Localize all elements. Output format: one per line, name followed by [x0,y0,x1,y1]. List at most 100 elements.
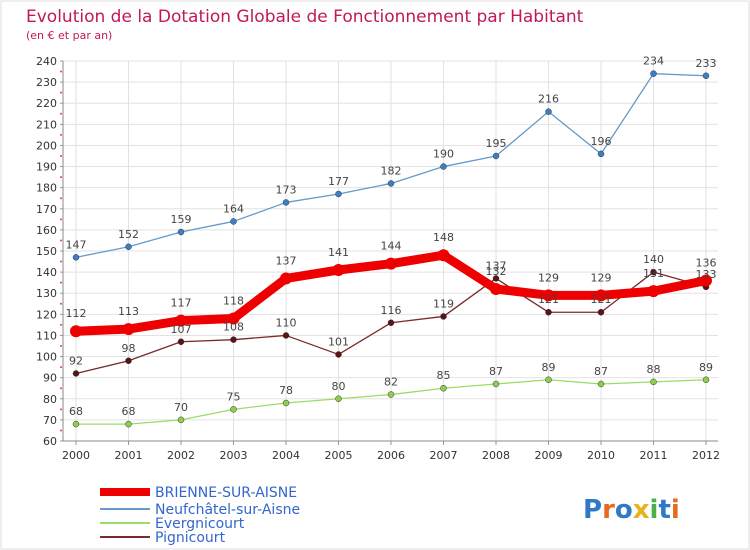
data-label: 89 [542,361,556,374]
data-label: 137 [276,254,297,267]
logo-letter: i [671,495,680,525]
data-label: 80 [332,380,346,393]
y-tick-label: 240 [36,55,57,68]
y-tick-label: 60 [43,435,57,448]
y-minor-tick [60,218,62,221]
legend: BRIENNE-SUR-AISNENeufchâtel-sur-AisneEve… [100,485,300,546]
y-minor-tick [60,112,62,115]
data-label: 78 [279,384,293,397]
series-point-3 [335,351,342,358]
chart-title: Evolution de la Dotation Globale de Fonc… [26,7,584,27]
data-label: 119 [433,297,454,310]
data-label: 121 [591,293,612,306]
series-point-2 [597,380,605,388]
x-tick-label: 2011 [640,449,668,462]
data-label: 85 [437,369,451,382]
series-point-1 [230,218,237,225]
x-tick-label: 2009 [535,449,563,462]
proxiti-logo: Proxiti [583,495,680,525]
series-point-1 [125,243,132,251]
y-minor-tick [60,239,62,242]
data-label: 136 [696,257,717,270]
data-label: 129 [591,271,612,284]
data-label: 82 [384,376,398,389]
data-label: 118 [223,295,244,308]
series-point-1 [72,254,80,261]
data-label: 182 [381,164,402,177]
series-point-0 [280,272,292,285]
y-tick-label: 200 [36,139,57,152]
data-label: 98 [122,342,136,355]
data-label: 112 [66,307,87,320]
series-point-1 [545,108,552,115]
data-label: 140 [643,253,664,266]
data-label: 147 [66,238,87,251]
series-point-3 [230,336,237,343]
series-point-3 [545,308,552,316]
series-point-1 [440,163,447,170]
series-point-1 [177,228,185,236]
y-minor-tick [60,429,62,432]
series-point-0 [70,325,82,338]
y-tick-label: 130 [36,287,57,300]
data-label: 164 [223,202,244,215]
data-label: 68 [122,405,136,418]
series-point-1 [335,190,342,198]
data-label: 101 [328,335,349,348]
data-label: 113 [118,305,139,318]
series-point-0 [437,249,450,262]
data-label: 116 [381,304,402,317]
y-tick-label: 220 [36,97,57,110]
series-point-1 [702,72,710,80]
series-point-0 [542,289,555,302]
series-point-3 [650,268,657,276]
y-tick-label: 120 [36,308,57,321]
x-tick-label: 2012 [692,449,720,462]
logo-letter: i [650,495,659,525]
data-label: 87 [594,365,608,378]
series-point-3 [125,357,132,365]
data-label: 129 [538,271,559,284]
series-point-2 [335,395,342,403]
series-point-0 [595,289,607,302]
y-minor-tick [60,366,62,369]
legend-label: Evergnicourt [155,516,245,532]
legend-label: BRIENNE-SUR-AISNE [155,485,297,501]
series-point-2 [230,406,237,413]
data-label: 141 [328,246,349,259]
data-label: 108 [223,321,244,334]
data-label: 195 [486,137,507,150]
y-minor-tick [60,155,62,157]
y-tick-label: 90 [43,372,57,385]
series-point-0 [332,264,345,276]
series-point-2 [282,399,290,407]
axes: 60 70 80 90 100 110 120 130 140 150 160 170 180 190 20… [36,55,720,462]
x-tick-label: 2001 [115,449,143,462]
y-tick-label: 70 [43,414,57,427]
data-label: 190 [433,148,454,161]
x-tick-label: 2005 [325,449,353,462]
y-tick-label: 110 [36,329,57,342]
series-point-2 [125,420,132,428]
series-point-0 [227,312,240,325]
y-minor-tick [60,323,62,326]
y-minor-tick [60,260,62,263]
data-label: 148 [433,231,454,244]
data-label: 216 [538,93,559,106]
data-label: 196 [591,135,612,148]
data-label: 110 [276,316,297,329]
data-label: 121 [538,293,559,306]
series-point-1 [387,180,395,187]
series-point-0 [647,285,660,298]
series-point-0 [122,323,135,336]
logo-letter: t [658,495,670,525]
series-point-2 [177,416,185,424]
series-point-2 [387,391,395,398]
x-tick-label: 2006 [377,449,405,462]
y-minor-tick [60,302,62,305]
data-label: 107 [171,323,192,336]
x-tick-label: 2004 [272,449,300,462]
data-label: 117 [171,297,192,310]
series-point-3 [282,332,290,339]
